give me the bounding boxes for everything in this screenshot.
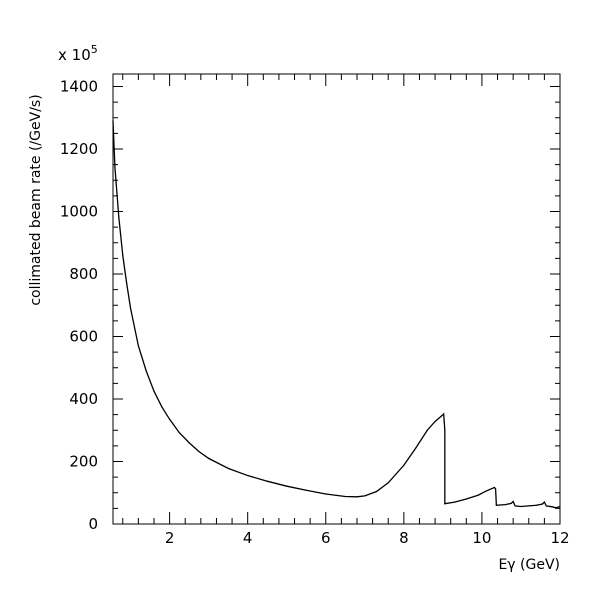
series-point — [434, 420, 436, 423]
y-tick-label: 600 — [69, 328, 98, 346]
x-axis-label: Eγ (GeV) — [498, 557, 560, 573]
plot-frame — [112, 73, 561, 525]
y-axis-tick-labels: 0 200 400 600 800 1000 1200 1400 — [60, 78, 98, 534]
series-points — [112, 120, 561, 509]
x-tick-label: 8 — [399, 529, 409, 547]
x-tick-label: 10 — [472, 529, 491, 547]
series-point — [444, 503, 446, 505]
x-axis-ticks — [122, 74, 561, 524]
series-point — [126, 282, 128, 284]
series-point — [528, 505, 530, 507]
series-point — [286, 485, 288, 487]
series-point — [129, 307, 132, 309]
series-point — [535, 504, 538, 506]
y-tick-label: 400 — [69, 390, 98, 408]
series-point — [112, 120, 114, 122]
series-point — [514, 505, 516, 507]
series-point — [208, 457, 210, 459]
series-point — [559, 505, 561, 508]
series-point — [145, 370, 147, 372]
series-point — [485, 490, 487, 492]
series-point — [465, 498, 467, 500]
series-point — [169, 418, 171, 420]
y-tick-label: 0 — [88, 515, 98, 533]
series-point — [443, 413, 445, 415]
series-point — [266, 480, 268, 482]
series-point — [543, 501, 545, 503]
series-point — [491, 488, 493, 490]
series-point — [122, 254, 124, 256]
x-tick-label: 12 — [550, 529, 569, 547]
series-point — [356, 496, 358, 498]
series-point — [453, 501, 456, 503]
series-point — [118, 217, 120, 219]
series-point — [387, 482, 389, 484]
series-point — [178, 432, 180, 434]
y-tick-label: 1000 — [60, 203, 98, 221]
series-point — [325, 493, 327, 495]
series-point — [541, 503, 544, 505]
series-point — [137, 345, 139, 347]
x-tick-label: 6 — [321, 529, 331, 547]
series-point — [545, 505, 547, 507]
series-point — [426, 429, 428, 431]
series-point — [512, 500, 514, 503]
series-point — [477, 494, 479, 496]
series-point — [510, 502, 512, 504]
series-point — [198, 450, 200, 453]
series-point — [344, 495, 346, 498]
series-point — [153, 390, 155, 392]
series-point — [247, 474, 249, 477]
series-point — [188, 442, 190, 444]
series-point — [504, 504, 506, 506]
series-point — [520, 505, 522, 508]
series-point — [375, 490, 378, 493]
series-point — [227, 467, 229, 469]
x-tick-label: 4 — [243, 529, 253, 547]
series-point — [551, 506, 553, 508]
series-point — [440, 415, 442, 418]
series-point — [114, 167, 116, 169]
y-multiplier-label: x 105 — [58, 43, 98, 64]
series-point — [414, 447, 417, 449]
series-point — [495, 504, 497, 506]
y-tick-label: 1400 — [60, 78, 98, 96]
x-tick-label: 2 — [165, 529, 175, 547]
y-tick-label: 1200 — [60, 140, 98, 158]
series-point — [493, 486, 496, 489]
series-point — [161, 406, 163, 408]
series-point — [555, 507, 557, 509]
y-tick-label: 200 — [69, 453, 98, 471]
series-point — [305, 489, 307, 491]
series-point — [494, 488, 497, 490]
series-point — [444, 429, 446, 431]
series-point — [403, 464, 405, 466]
y-axis-label: collimated beam rate (/GeV/s) — [28, 94, 44, 305]
y-tick-label: 800 — [69, 265, 98, 283]
x-axis-tick-labels: 2 4 6 8 10 12 — [165, 529, 570, 547]
series-point — [364, 495, 366, 497]
